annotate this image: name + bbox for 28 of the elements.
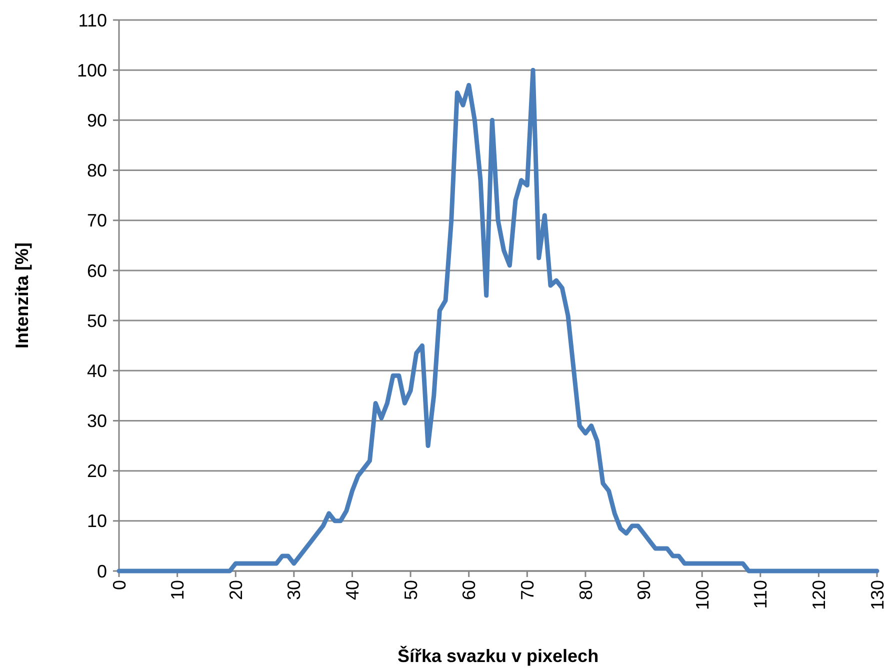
y-tick-label: 40	[86, 360, 107, 381]
x-tick-label: 20	[226, 580, 246, 600]
x-tick-label: 50	[400, 580, 421, 600]
y-tick-label: 60	[86, 260, 107, 281]
y-tick-label: 100	[76, 60, 107, 80]
x-tick-label: 10	[168, 580, 188, 600]
y-tick-label: 10	[86, 511, 107, 532]
x-tick-label: 100	[692, 580, 712, 610]
y-tick-label: 30	[86, 411, 107, 432]
x-tick-label: 60	[459, 580, 480, 600]
y-axis-title: Intenzita [%]	[12, 242, 32, 348]
x-tick-label: 110	[750, 580, 771, 609]
y-tick-label: 90	[86, 110, 107, 130]
y-tick-label: 20	[86, 461, 107, 482]
x-tick-label: 0	[109, 580, 130, 590]
y-tick-label: 0	[96, 561, 107, 582]
y-tick-label: 110	[78, 10, 107, 30]
y-tick-label: 70	[86, 210, 107, 231]
x-tick-label: 120	[808, 580, 829, 610]
x-tick-label: 90	[634, 580, 654, 600]
x-axis-title: Šířka svazku v pixelech	[397, 645, 599, 666]
x-tick-label: 70	[517, 580, 538, 600]
x-tick-label: 30	[284, 580, 304, 600]
x-tick-label: 130	[867, 580, 888, 610]
y-tick-label: 50	[86, 310, 107, 331]
x-tick-label: 40	[342, 580, 363, 600]
x-tick-label: 80	[576, 580, 596, 600]
y-tick-label: 80	[86, 160, 107, 181]
